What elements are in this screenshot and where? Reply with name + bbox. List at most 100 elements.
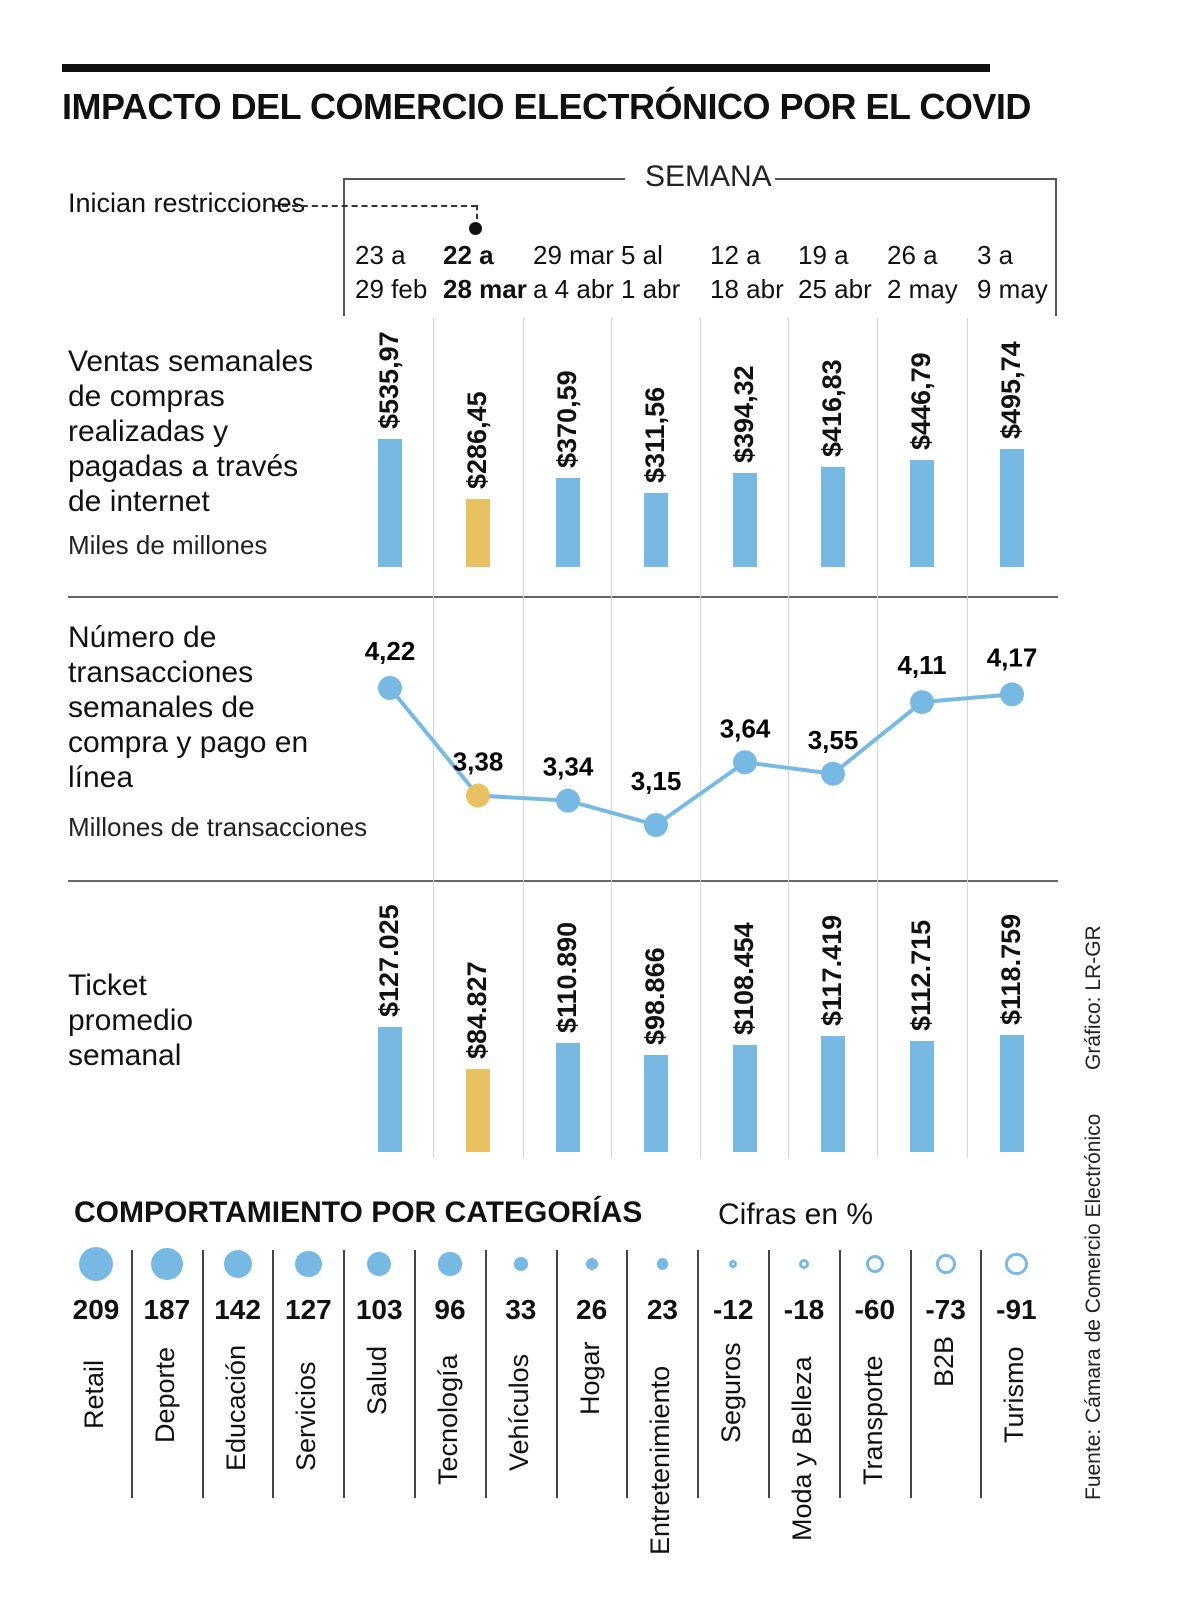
sales-unit: Miles de millones <box>68 530 268 560</box>
category-divider <box>980 1250 983 1498</box>
row-label-line: semanal <box>68 1039 182 1072</box>
category-bubble <box>799 1259 809 1269</box>
category-divider <box>201 1250 204 1498</box>
row-label-line: Ventas semanales <box>68 345 314 378</box>
category-bubble <box>865 1254 884 1274</box>
line-point-label: 3,64 <box>720 713 771 743</box>
category-value: -91 <box>996 1294 1037 1325</box>
source: Fuente: Cámara de Comercio Electrónico <box>1082 1113 1105 1500</box>
semana-label: SEMANA <box>645 160 772 193</box>
line-point-label: 4,11 <box>897 650 946 680</box>
bar <box>910 1041 934 1152</box>
category-value: 142 <box>214 1294 261 1325</box>
restrictions-leader <box>476 205 478 219</box>
line-point-label: 3,55 <box>808 725 859 755</box>
category-label: Vehículos <box>503 1353 534 1471</box>
category-value: 103 <box>355 1294 403 1325</box>
category-bubble <box>367 1252 392 1276</box>
week-line1: 22 a <box>443 240 494 270</box>
semana-bracket <box>1055 178 1057 316</box>
top-rule <box>62 64 990 72</box>
line-point <box>910 690 934 715</box>
category-bubble <box>514 1257 528 1271</box>
tx-unit: Millones de transacciones <box>68 812 368 842</box>
category-divider <box>697 1250 700 1498</box>
line-point <box>378 676 402 700</box>
week-line2: a 4 abr <box>533 274 614 304</box>
bar <box>910 460 934 567</box>
bar <box>1000 448 1024 567</box>
category-value: 187 <box>143 1294 191 1325</box>
category-label: Transporte <box>857 1355 888 1485</box>
category-value: -60 <box>854 1294 896 1325</box>
week-line1: 5 al <box>621 240 663 270</box>
bar <box>821 467 845 567</box>
bar <box>821 1036 845 1152</box>
row-label-line: transacciones <box>68 656 254 689</box>
category-label: B2B <box>928 1335 959 1387</box>
week-line1: 23 a <box>355 240 406 270</box>
column-divider <box>967 318 968 1158</box>
category-bubble <box>585 1258 598 1270</box>
category-value: 209 <box>72 1294 120 1325</box>
divider <box>68 880 1058 882</box>
week-header: 12 a 18 abr <box>710 238 784 306</box>
line-point-label: 4,22 <box>365 636 416 666</box>
categories-subtitle: Cifras en % <box>718 1198 874 1231</box>
category-divider <box>272 1250 275 1498</box>
row-label-line: de internet <box>68 485 210 518</box>
week-header: 26 a 2 may <box>887 238 958 306</box>
category-bubble <box>438 1252 462 1276</box>
category-divider <box>484 1250 487 1498</box>
bar <box>556 478 580 567</box>
bar <box>733 472 757 567</box>
line-point-label: 3,34 <box>543 752 594 782</box>
week-line2: 2 may <box>887 274 958 304</box>
category-label: Retail <box>79 1359 109 1429</box>
bar <box>556 1042 580 1152</box>
line-point <box>644 813 668 837</box>
category-divider <box>555 1250 558 1498</box>
restrictions-label: Inician restricciones <box>68 188 306 218</box>
bar <box>378 439 402 567</box>
semana-bracket <box>343 178 345 316</box>
category-label: Turismo <box>999 1346 1030 1443</box>
category-divider <box>414 1250 416 1498</box>
row-label-line: Ticket <box>68 969 147 1002</box>
line-point <box>733 750 757 775</box>
row-label-line: promedio <box>68 1004 194 1037</box>
category-bubble <box>1005 1252 1028 1276</box>
bar <box>733 1045 757 1152</box>
category-bubble <box>935 1253 956 1275</box>
week-line1: 12 a <box>710 240 761 270</box>
column-divider <box>700 318 701 1158</box>
week-line1: 29 mar <box>533 240 614 270</box>
category-divider <box>768 1250 770 1498</box>
week-line2: 29 feb <box>355 274 428 304</box>
column-divider <box>611 318 612 1158</box>
row-label-line: línea <box>68 761 134 794</box>
week-line1: 3 a <box>977 240 1014 270</box>
column-divider <box>433 318 434 1158</box>
week-header: 22 a 28 mar <box>443 238 527 306</box>
line-point-label: 4,17 <box>987 642 1038 672</box>
line-point <box>556 788 580 813</box>
bar <box>466 1068 490 1152</box>
week-header: 5 al 1 abr <box>621 238 680 306</box>
bar <box>466 498 490 567</box>
row-label-line: realizadas y <box>68 415 229 448</box>
divider <box>68 596 1058 598</box>
week-line2: 18 abr <box>710 274 784 304</box>
category-value: 96 <box>434 1294 466 1325</box>
week-line2: 28 mar <box>443 274 527 304</box>
semana-bracket <box>775 178 1057 180</box>
category-divider <box>838 1250 841 1498</box>
categories-title: COMPORTAMIENTO POR CATEGORÍAS <box>74 1196 643 1229</box>
week-line1: 26 a <box>887 240 938 270</box>
line-point <box>466 783 490 808</box>
category-bubble <box>295 1250 322 1278</box>
week-line1: 19 a <box>798 240 849 270</box>
transactions-line <box>388 686 1013 828</box>
week-line2: 9 may <box>977 274 1048 304</box>
